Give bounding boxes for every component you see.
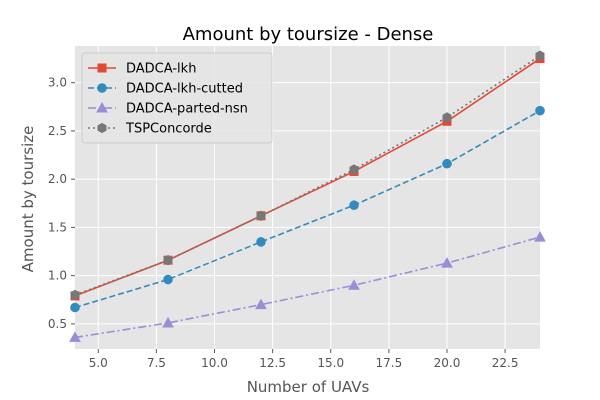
- data-point: [256, 237, 266, 247]
- data-point: [441, 257, 453, 268]
- y-tick-label: 0.5: [48, 317, 67, 331]
- legend-label: DADCA-lkh-cutted: [126, 82, 243, 97]
- data-point: [256, 210, 266, 222]
- y-tick-label: 2.5: [48, 124, 67, 138]
- y-tick-label: 2.0: [48, 172, 67, 186]
- legend: DADCA-lkh DADCA-lkh-cutted DADCA-parted-ns…: [81, 52, 273, 144]
- series-tspconcorde: [70, 50, 545, 301]
- series-line: [74, 109, 541, 309]
- y-axis-label: Amount by toursize: [19, 126, 37, 273]
- data-point: [442, 112, 452, 123]
- x-axis-label: Number of UAVs: [247, 378, 370, 396]
- series-line: [74, 54, 541, 296]
- series-line: [74, 236, 541, 339]
- data-point: [534, 231, 546, 242]
- legend-marker: [97, 122, 107, 134]
- data-point: [535, 105, 545, 116]
- data-point: [163, 274, 173, 285]
- data-point: [255, 298, 267, 310]
- x-tick-label: 7.5: [147, 356, 166, 370]
- data-point: [349, 200, 359, 211]
- legend-marker: [97, 63, 107, 73]
- data-point: [70, 302, 80, 313]
- legend-entry-dadca-lkh: DADCA-lkh: [88, 62, 196, 77]
- legend-entry-dadca-parted-nsn: DADCA-parted-nsn: [88, 102, 248, 117]
- data-point: [348, 279, 360, 290]
- series-dadca-parted-nsn: [69, 231, 546, 342]
- series-line: [74, 57, 541, 297]
- y-tick-label: 1.0: [48, 269, 67, 283]
- x-tick-label: 20.0: [434, 356, 461, 370]
- data-point: [349, 164, 359, 175]
- series-dadca-lkh-cutted: [70, 105, 545, 313]
- legend-entry-tspconcorde: TSPConcorde: [88, 122, 212, 137]
- data-point: [70, 289, 80, 301]
- x-tick-label: 17.5: [376, 356, 403, 370]
- legend-entry-dadca-lkh-cutted: DADCA-lkh-cutted: [88, 82, 243, 97]
- legend-label: TSPConcorde: [125, 122, 212, 137]
- x-tick-label: 22.5: [492, 356, 519, 370]
- y-axis-ticks: 0.5 1.0 1.5 2.0 2.5 3.0: [48, 76, 75, 331]
- y-tick-label: 3.0: [48, 76, 67, 90]
- chart-title: Amount by toursize - Dense: [183, 24, 434, 45]
- legend-box: [81, 52, 273, 144]
- series-layer: [69, 50, 546, 342]
- x-tick-label: 15.0: [317, 356, 344, 370]
- x-tick-label: 5.0: [89, 356, 108, 370]
- x-tick-label: 10.0: [201, 356, 228, 370]
- data-point: [162, 316, 174, 328]
- data-point: [163, 255, 173, 266]
- legend-marker: [97, 83, 107, 93]
- x-tick-label: 12.5: [259, 356, 286, 370]
- data-point: [535, 50, 545, 61]
- legend-marker: [96, 101, 108, 113]
- data-point: [69, 331, 81, 342]
- legend-label: DADCA-parted-nsn: [126, 102, 248, 117]
- x-axis-ticks: 5.0 7.5 10.0 12.5 15.0 17.5 20.0 22.5: [89, 349, 519, 370]
- y-tick-label: 1.5: [48, 220, 67, 234]
- data-point: [442, 158, 452, 169]
- legend-label: DADCA-lkh: [126, 62, 196, 77]
